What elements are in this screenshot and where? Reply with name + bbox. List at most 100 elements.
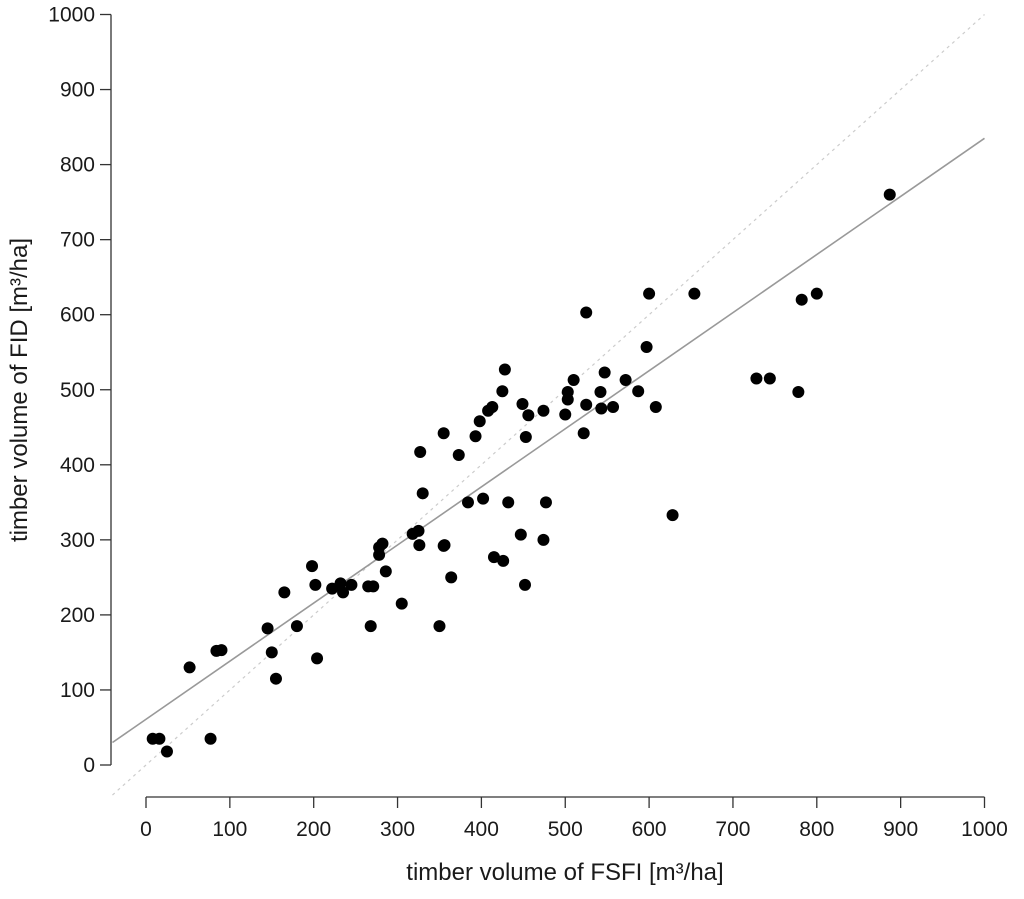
data-point	[519, 578, 532, 591]
data-point	[416, 487, 429, 500]
x-tick-label: 1000	[961, 818, 1008, 841]
data-point	[160, 745, 173, 758]
data-point	[311, 652, 324, 665]
data-point	[643, 287, 656, 300]
y-tick-label: 800	[60, 154, 95, 177]
y-tick-label: 500	[60, 379, 95, 402]
data-point	[486, 401, 499, 414]
data-point	[516, 398, 529, 411]
x-axis: 0 100 200 300 400 500 600 700 800 900 1000	[140, 796, 1008, 841]
data-point	[607, 401, 620, 414]
data-point	[497, 554, 510, 567]
data-point	[750, 372, 763, 385]
data-point	[395, 597, 408, 610]
x-tick-label: 0	[140, 818, 152, 841]
data-point	[337, 586, 350, 599]
data-point	[269, 672, 282, 685]
x-tick-label: 800	[799, 818, 834, 841]
data-point	[153, 732, 166, 745]
data-point	[763, 372, 776, 385]
y-tick-label: 300	[60, 529, 95, 552]
data-point	[632, 385, 645, 398]
data-point	[883, 188, 896, 201]
data-point	[522, 409, 535, 422]
data-point	[278, 586, 291, 599]
x-tick-label: 100	[212, 818, 247, 841]
points-layer	[146, 188, 896, 758]
data-point	[539, 496, 552, 509]
data-point	[413, 539, 426, 552]
x-axis-title: timber volume of FSFI [m³/ha]	[406, 859, 723, 886]
x-tick-label: 900	[883, 818, 918, 841]
y-tick-label: 600	[60, 304, 95, 327]
data-point	[477, 492, 490, 505]
y-axis-title: timber volume of FID [m³/ha]	[6, 238, 33, 542]
data-point	[437, 427, 450, 440]
y-tick-label: 900	[60, 79, 95, 102]
data-point	[261, 622, 274, 635]
data-point	[461, 496, 474, 509]
data-point	[559, 408, 572, 421]
data-point	[595, 402, 608, 415]
data-point	[594, 386, 607, 399]
x-tick-label: 600	[632, 818, 667, 841]
y-tick-label: 400	[60, 454, 95, 477]
data-point	[290, 620, 303, 633]
data-point	[792, 386, 805, 399]
regression-line	[112, 137, 985, 744]
data-point	[649, 401, 662, 414]
identity-line-layer	[112, 14, 985, 796]
y-axis: 0 100 200 300 400 500 600 700 800 900 1000	[48, 4, 112, 777]
data-point	[580, 398, 593, 411]
y-tick-label: 1000	[48, 4, 95, 27]
data-point	[537, 404, 550, 417]
data-point	[334, 577, 347, 590]
data-point	[519, 431, 532, 444]
data-point	[514, 528, 527, 541]
data-point	[183, 661, 196, 674]
data-point	[666, 509, 679, 522]
data-point	[810, 287, 823, 300]
y-tick-label: 200	[60, 604, 95, 627]
data-point	[598, 366, 611, 379]
data-point	[795, 293, 808, 306]
x-tick-label: 700	[715, 818, 750, 841]
y-tick-label: 100	[60, 679, 95, 702]
data-point	[438, 539, 451, 552]
regression-line-layer	[112, 137, 985, 744]
data-point	[502, 496, 515, 509]
data-point	[537, 533, 550, 546]
data-point	[496, 385, 509, 398]
data-point	[561, 393, 574, 406]
data-point	[379, 565, 392, 578]
data-point	[688, 287, 701, 300]
data-point	[204, 732, 217, 745]
data-point	[265, 646, 278, 659]
data-point	[487, 551, 500, 564]
y-tick-label: 0	[83, 754, 95, 777]
data-point	[345, 578, 358, 591]
data-point	[577, 427, 590, 440]
data-point	[567, 373, 580, 386]
data-point	[498, 363, 511, 376]
data-point	[364, 620, 377, 633]
data-point	[640, 340, 653, 353]
data-point	[469, 430, 482, 443]
data-point	[373, 548, 386, 561]
data-point	[580, 306, 593, 319]
x-tick-label: 200	[296, 818, 331, 841]
x-tick-label: 500	[548, 818, 583, 841]
data-point	[367, 580, 380, 593]
data-point	[433, 620, 446, 633]
data-point	[215, 644, 228, 657]
data-point	[412, 524, 425, 537]
data-point	[414, 446, 427, 459]
x-tick-label: 400	[464, 818, 499, 841]
data-point	[306, 560, 319, 573]
data-point	[452, 449, 465, 462]
data-point	[473, 415, 486, 428]
data-point	[445, 571, 458, 584]
data-point	[309, 578, 322, 591]
x-tick-label: 300	[380, 818, 415, 841]
